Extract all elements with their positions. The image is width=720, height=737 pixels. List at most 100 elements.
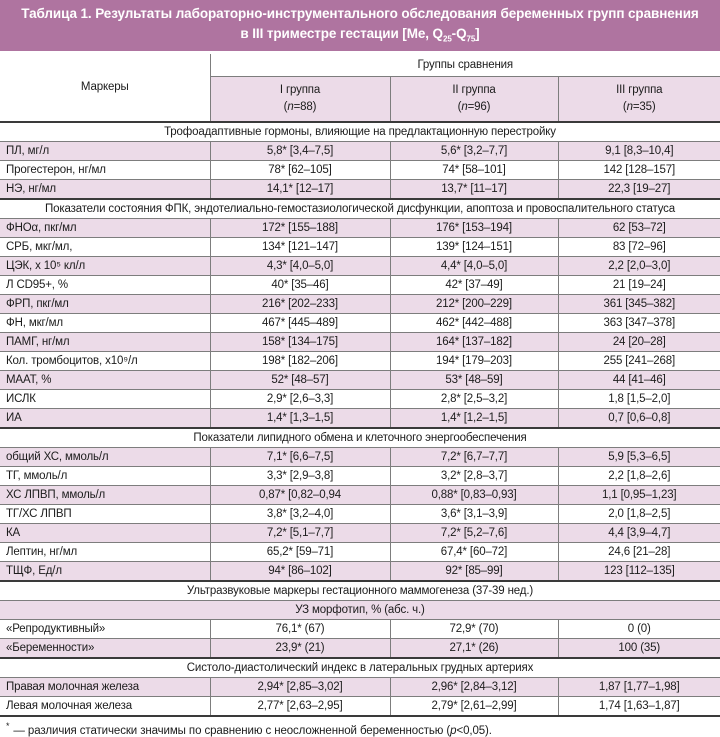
value-cell: 44 [41–46] [558,370,720,390]
section-header-row: Ультразвуковые маркеры гестационного мам… [0,579,720,601]
value-cell: 139* [124–151] [390,237,559,257]
value-cell: 3,8* [3,2–4,0] [210,504,391,524]
table-title: Таблица 1. Результаты лабораторно-инстру… [0,0,720,51]
table-row: ИА 1,4* [1,3–1,5] 1,4* [1,2–1,5] 0,7 [0,6–0… [0,408,720,429]
section-header-row: Показатели липидного обмена и клеточного… [0,426,720,448]
table-row: СРБ, мкг/мл, 134* [121–147] 139* [124–151]… [0,237,720,257]
section-title: Показатели липидного обмена и клеточного… [0,426,720,448]
value-cell: 92* [85–99] [390,561,559,582]
value-cell: 83 [72–96] [558,237,720,257]
value-cell: 76,1* (67) [210,619,391,639]
value-cell: 1,74 [1,63–1,87] [558,696,720,717]
table-row: Прогестерон, нг/мл 78* [62–105] 74* [58–10… [0,160,720,180]
section-title: Показатели состояния ФПК, эндотелиально-… [0,197,720,219]
value-cell: 134* [121–147] [210,237,391,257]
header-row-groups: I группа (n=88) II группа (n=96) III групп… [0,76,720,123]
value-cell: 100 (35) [558,638,720,659]
value-cell: 65,2* [59–71] [210,542,391,562]
marker-cell: НЭ, нг/мл [0,179,211,200]
value-cell: 123 [112–135] [558,561,720,582]
value-cell: 363 [347–378] [558,313,720,333]
table-row: НЭ, нг/мл 14,1* [12–17] 13,7* [11–17] 22,3 … [0,179,720,200]
marker-cell: «Репродуктивный» [0,619,211,639]
value-cell: 21 [19–24] [558,275,720,295]
value-cell: 2,2 [2,0–3,0] [558,256,720,276]
table-row: ФНОα, пкг/мл 172* [155–188] 176* [153–194]… [0,218,720,238]
table-row: ФН, мкг/мл 467* [445–489] 462* [442–488] 36… [0,313,720,333]
groups-column-header: Группы сравнения [210,53,720,77]
marker-cell: Л CD95+, % [0,275,211,295]
table-row: ЦЭК, х 10⁵ кл/л 4,3* [4,0–5,0] 4,4* [4,0–5… [0,256,720,276]
value-cell: 42* [37–49] [390,275,559,295]
marker-cell: ФРП, пкг/мл [0,294,211,314]
table-row: Левая молочная железа 2,77* [2,63–2,95] 2,… [0,696,720,717]
value-cell: 40* [35–46] [210,275,391,295]
value-cell: 2,8* [2,5–3,2] [390,389,559,409]
value-cell: 2,94* [2,85–3,02] [210,677,391,697]
section-title: Трофоадаптивные гормоны, влияющие на пре… [0,120,720,142]
marker-cell: МААТ, % [0,370,211,390]
value-cell: 7,2* [6,7–7,7] [390,447,559,467]
marker-cell: ТЩФ, Ед/л [0,561,211,582]
marker-cell: ФН, мкг/мл [0,313,211,333]
section-header-row: Показатели состояния ФПК, эндотелиально-… [0,197,720,219]
value-cell: 3,3* [2,9–3,8] [210,466,391,486]
table-row: ТГ/ХС ЛПВП 3,8* [3,2–4,0] 3,6* [3,1–3,9] 2,… [0,504,720,524]
value-cell: 216* [202–233] [210,294,391,314]
markers-column-header: Маркеры [0,53,211,123]
footnote: * — различия статически значимы по сравне… [0,717,720,737]
marker-cell: Лептин, нг/мл [0,542,211,562]
value-cell: 158* [134–175] [210,332,391,352]
value-cell: 1,1 [0,95–1,23] [558,485,720,505]
table-title-line1: Таблица 1. Результаты лабораторно-инстру… [21,6,699,21]
marker-cell: Кол. тромбоцитов, х10⁹/л [0,351,211,371]
group-1-header: I группа (n=88) [209,76,390,123]
marker-cell: ФНОα, пкг/мл [0,218,211,238]
table-row: общий ХС, ммоль/л 7,1* [6,6–7,5] 7,2* [6,7… [0,447,720,467]
marker-cell: Прогестерон, нг/мл [0,160,211,180]
table-row: ТГ, ммоль/л 3,3* [2,9–3,8] 3,2* [2,8–3,7] 2… [0,466,720,486]
value-cell: 78* [62–105] [210,160,391,180]
value-cell: 194* [179–203] [390,351,559,371]
value-cell: 94* [86–102] [210,561,391,582]
marker-cell: ИА [0,408,211,429]
footnote-asterisk: * [6,720,10,731]
table-row: Лептин, нг/мл 65,2* [59–71] 67,4* [60–72] 2… [0,542,720,562]
table-row: «Репродуктивный» 76,1* (67) 72,9* (70) 0 (0… [0,619,720,639]
value-cell: 5,6* [3,2–7,7] [390,141,559,161]
value-cell: 255 [241–268] [558,351,720,371]
q75-subscript: 75 [466,34,476,44]
table-row: ПЛ, мг/л 5,8* [3,4–7,5] 5,6* [3,2–7,7] 9,1 … [0,141,720,161]
table-row: Правая молочная железа 2,94* [2,85–3,02] 2… [0,677,720,697]
value-cell: 5,8* [3,4–7,5] [210,141,391,161]
value-cell: 0 (0) [558,619,720,639]
marker-cell: ТГ, ммоль/л [0,466,211,486]
value-cell: 2,0 [1,8–2,5] [558,504,720,524]
marker-cell: ТГ/ХС ЛПВП [0,504,211,524]
value-cell: 1,87 [1,77–1,98] [558,677,720,697]
value-cell: 2,79* [2,61–2,99] [390,696,559,717]
value-cell: 13,7* [11–17] [390,179,559,200]
value-cell: 176* [153–194] [390,218,559,238]
section-title: Систоло-диастолический индекс в латераль… [0,656,720,678]
value-cell: 1,4* [1,3–1,5] [210,408,391,429]
section-header-row: Систоло-диастолический индекс в латераль… [0,656,720,678]
value-cell: 2,2 [1,8–2,6] [558,466,720,486]
value-cell: 27,1* (26) [390,638,559,659]
table-row: ТЩФ, Ед/л 94* [86–102] 92* [85–99] 123 [112… [0,561,720,582]
value-cell: 2,77* [2,63–2,95] [210,696,391,717]
value-cell: 14,1* [12–17] [210,179,391,200]
value-cell: 4,3* [4,0–5,0] [210,256,391,276]
table-row: ХС ЛПВП, ммоль/л 0,87* [0,82–0,94 0,88* [0… [0,485,720,505]
marker-cell: «Беременности» [0,638,211,659]
value-cell: 24,6 [21–28] [558,542,720,562]
table-row: ПАМГ, нг/мл 158* [134–175] 164* [137–182] 2… [0,332,720,352]
value-cell: 2,96* [2,84–3,12] [390,677,559,697]
value-cell: 164* [137–182] [390,332,559,352]
value-cell: 1,8 [1,5–2,0] [558,389,720,409]
value-cell: 0,88* [0,83–0,93] [390,485,559,505]
value-cell: 62 [53–72] [558,218,720,238]
value-cell: 0,87* [0,82–0,94 [210,485,391,505]
marker-cell: ХС ЛПВП, ммоль/л [0,485,211,505]
